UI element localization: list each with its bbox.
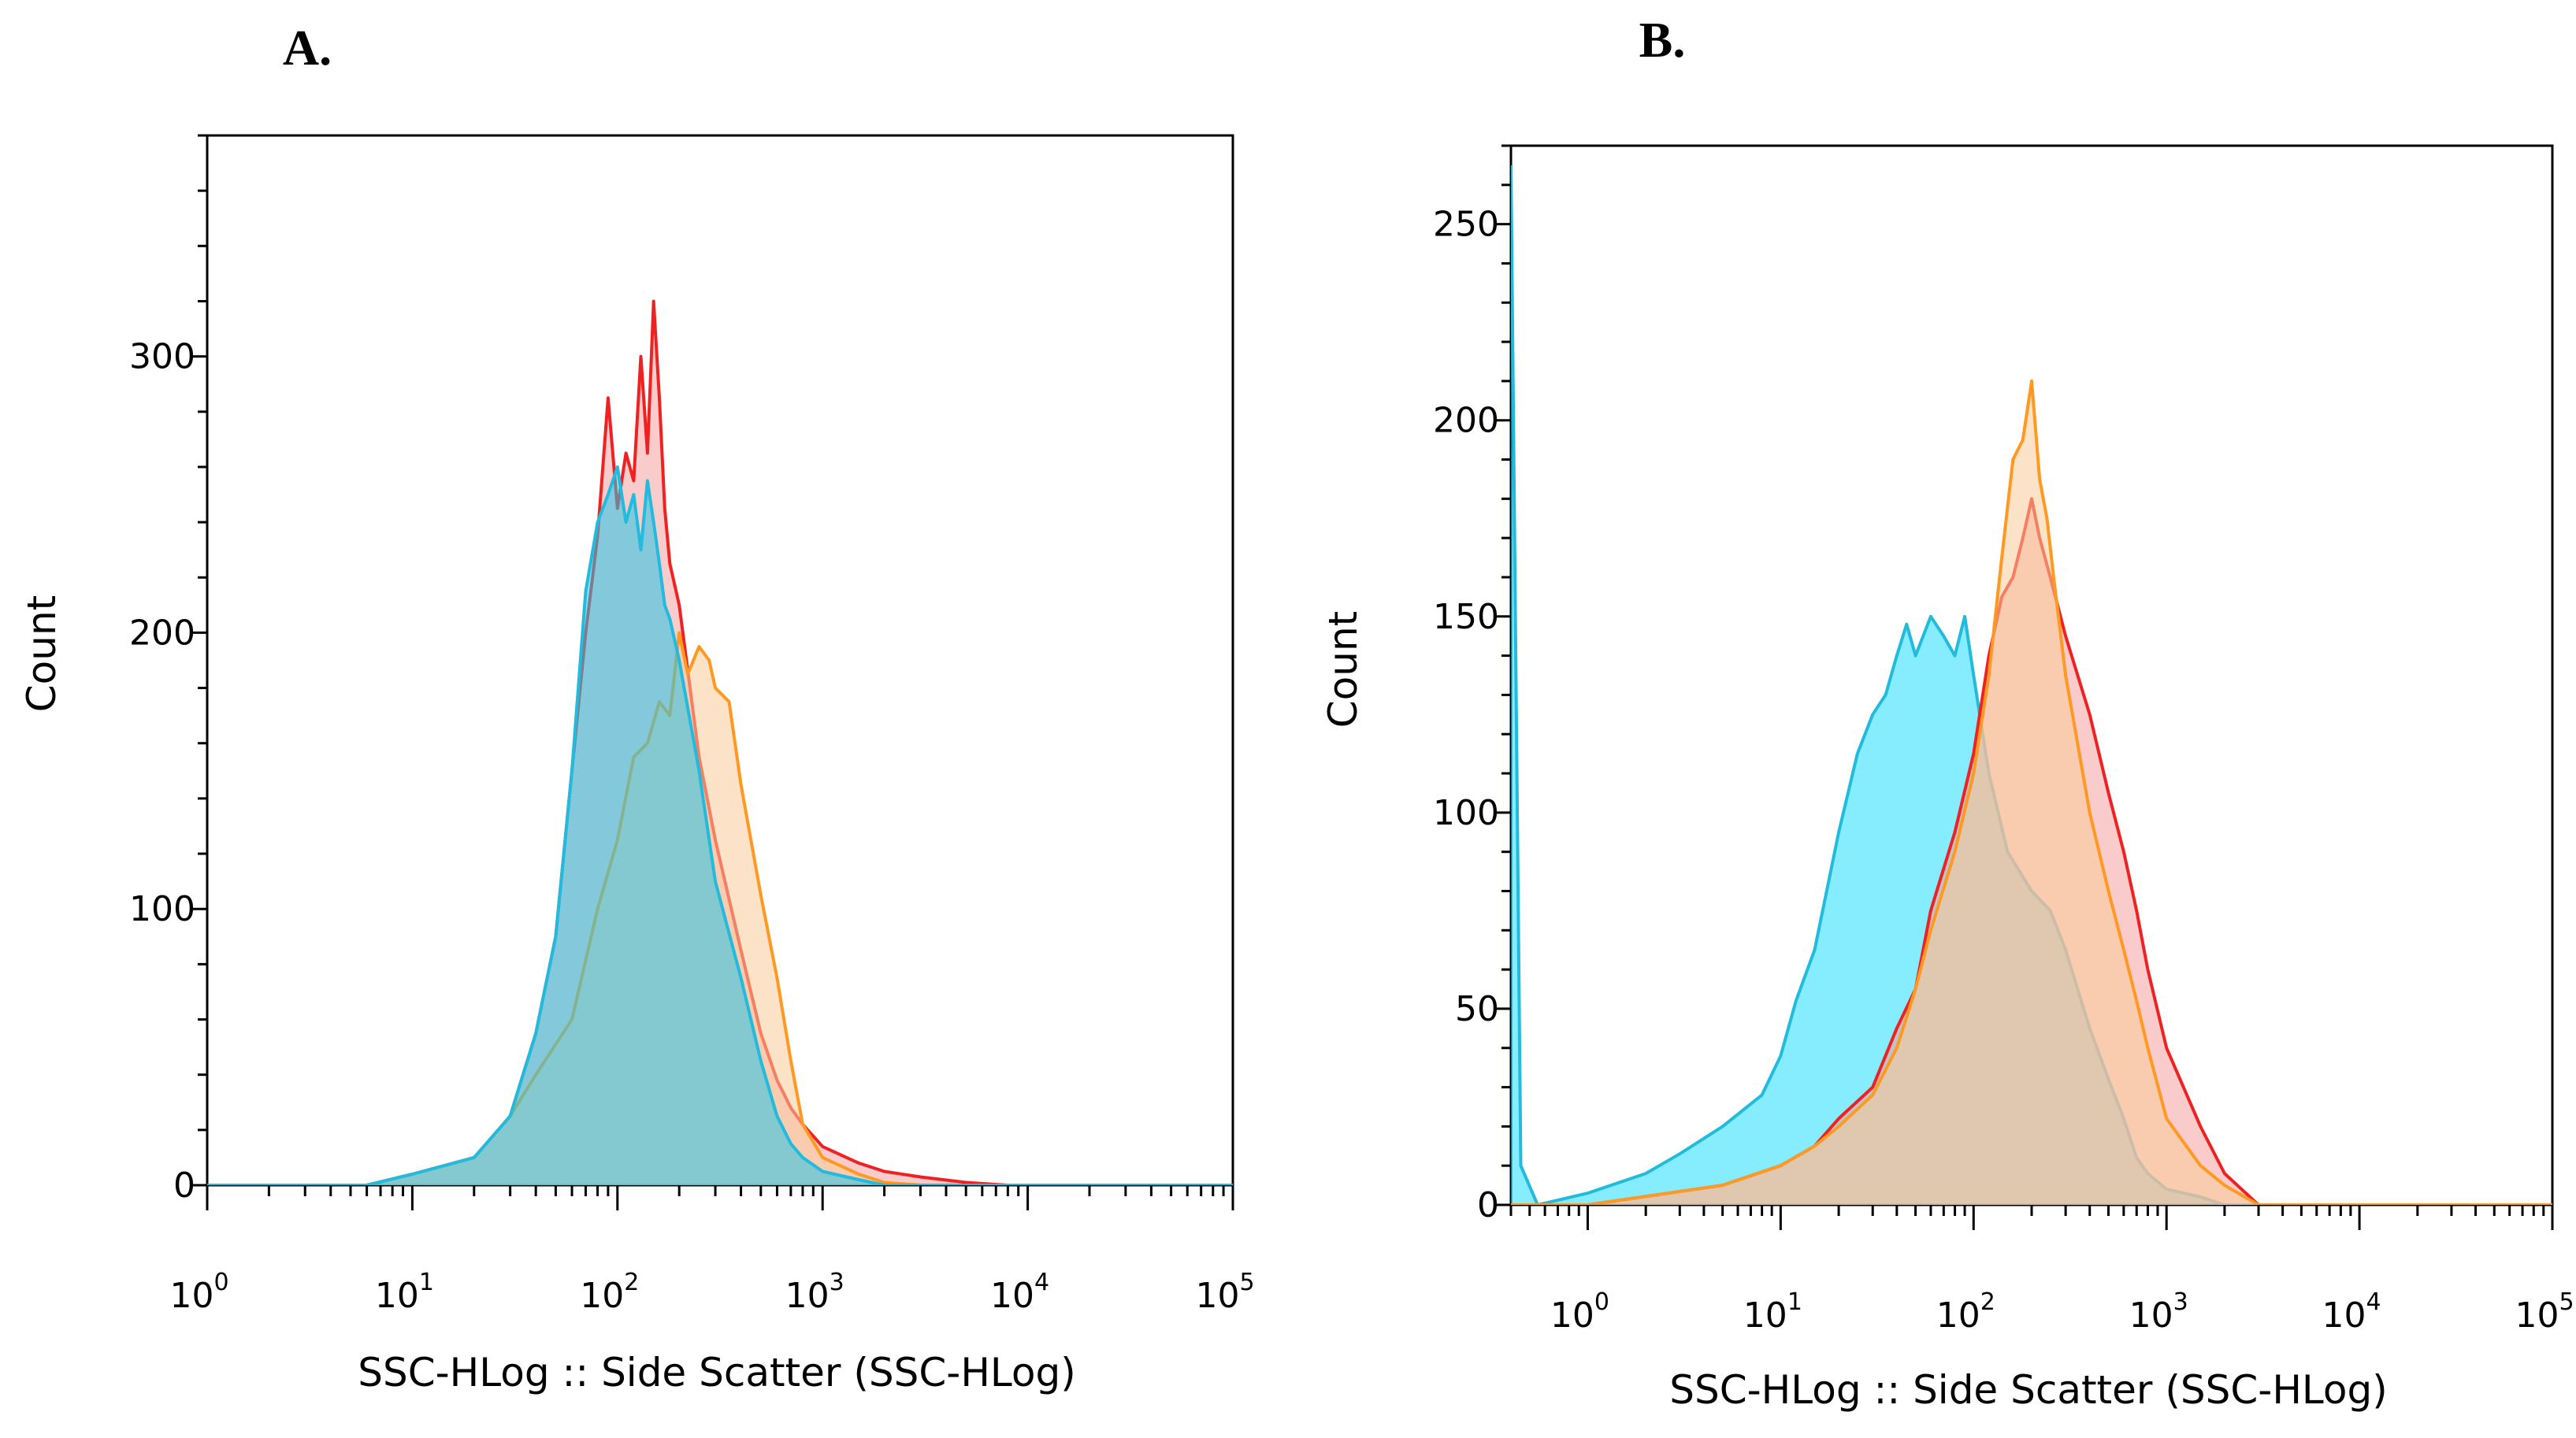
y-tick-label: 0 bbox=[173, 1166, 195, 1206]
x-tick-label: 101 bbox=[375, 1269, 434, 1316]
series-group bbox=[207, 299, 1233, 1185]
x-tick-label: 104 bbox=[990, 1269, 1049, 1316]
y-tick-label: 150 bbox=[1433, 597, 1499, 637]
y-axis-title: Count bbox=[1320, 611, 1366, 728]
y-tick-label: 200 bbox=[129, 613, 195, 653]
y-tick-label: 100 bbox=[129, 889, 195, 929]
x-tick-label: 100 bbox=[169, 1269, 228, 1316]
x-axis-title: SSC-HLog :: Side Scatter (SSC-HLog) bbox=[1669, 1367, 2387, 1413]
y-tick-label: 250 bbox=[1433, 205, 1499, 245]
x-tick-label: 102 bbox=[580, 1269, 639, 1316]
x-tick-label: 104 bbox=[2322, 1288, 2381, 1336]
x-axis-title: SSC-HLog :: Side Scatter (SSC-HLog) bbox=[358, 1350, 1075, 1395]
x-tick-label: 102 bbox=[1936, 1288, 1995, 1336]
y-tick-label: 200 bbox=[1433, 401, 1499, 441]
panel-a: A. 0 100 200 300 100 101 102 103 104 105 SSC-HLog :… bbox=[19, 20, 1255, 1395]
panel-b: B. 0 50 100 150 200 250 100 101 102 103 104 105 SSC-H… bbox=[1320, 12, 2574, 1413]
y-tick-label: 0 bbox=[1477, 1185, 1499, 1225]
panel-label: A. bbox=[283, 20, 332, 76]
series-group bbox=[1511, 165, 2552, 1205]
x-tick-label: 101 bbox=[1743, 1288, 1802, 1336]
y-axis-title: Count bbox=[19, 595, 65, 713]
panel-label: B. bbox=[1639, 12, 1686, 68]
x-tick-label: 103 bbox=[785, 1269, 844, 1316]
x-tick-label: 105 bbox=[2515, 1288, 2574, 1336]
x-tick-label: 103 bbox=[2129, 1288, 2188, 1336]
y-tick-label: 100 bbox=[1433, 793, 1499, 833]
x-tick-label: 100 bbox=[1550, 1288, 1609, 1336]
y-tick-label: 50 bbox=[1455, 989, 1499, 1029]
x-tick-label: 105 bbox=[1195, 1269, 1254, 1316]
series-2-area bbox=[207, 466, 1233, 1185]
series-2-area bbox=[1511, 380, 2552, 1205]
series-2-line bbox=[1511, 379, 2552, 1205]
series-2-line bbox=[207, 465, 1233, 1185]
y-tick-label: 300 bbox=[129, 337, 195, 377]
